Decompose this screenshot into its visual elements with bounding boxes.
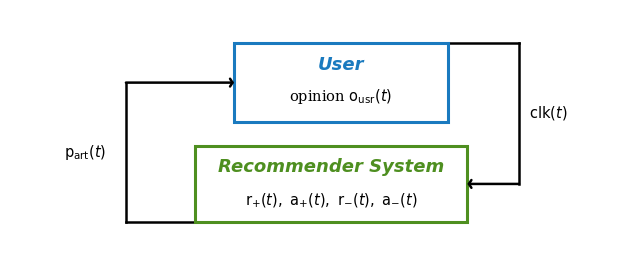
Text: $\mathrm{clk}(t)$: $\mathrm{clk}(t)$ <box>529 104 567 122</box>
Text: opinion $\mathrm{o}_{\mathrm{usr}}(t)$: opinion $\mathrm{o}_{\mathrm{usr}}(t)$ <box>289 87 392 106</box>
Text: $\mathrm{p}_{\mathrm{art}}(t)$: $\mathrm{p}_{\mathrm{art}}(t)$ <box>64 143 107 162</box>
Text: $\mathrm{r}_{+}(t),\ \mathrm{a}_{+}(t),\ \mathrm{r}_{-}(t),\ \mathrm{a}_{-}(t)$: $\mathrm{r}_{+}(t),\ \mathrm{a}_{+}(t),\… <box>245 191 417 210</box>
Bar <box>195 146 467 222</box>
Text: User: User <box>318 56 364 74</box>
Bar <box>234 43 448 122</box>
Text: Recommender System: Recommender System <box>218 158 444 176</box>
